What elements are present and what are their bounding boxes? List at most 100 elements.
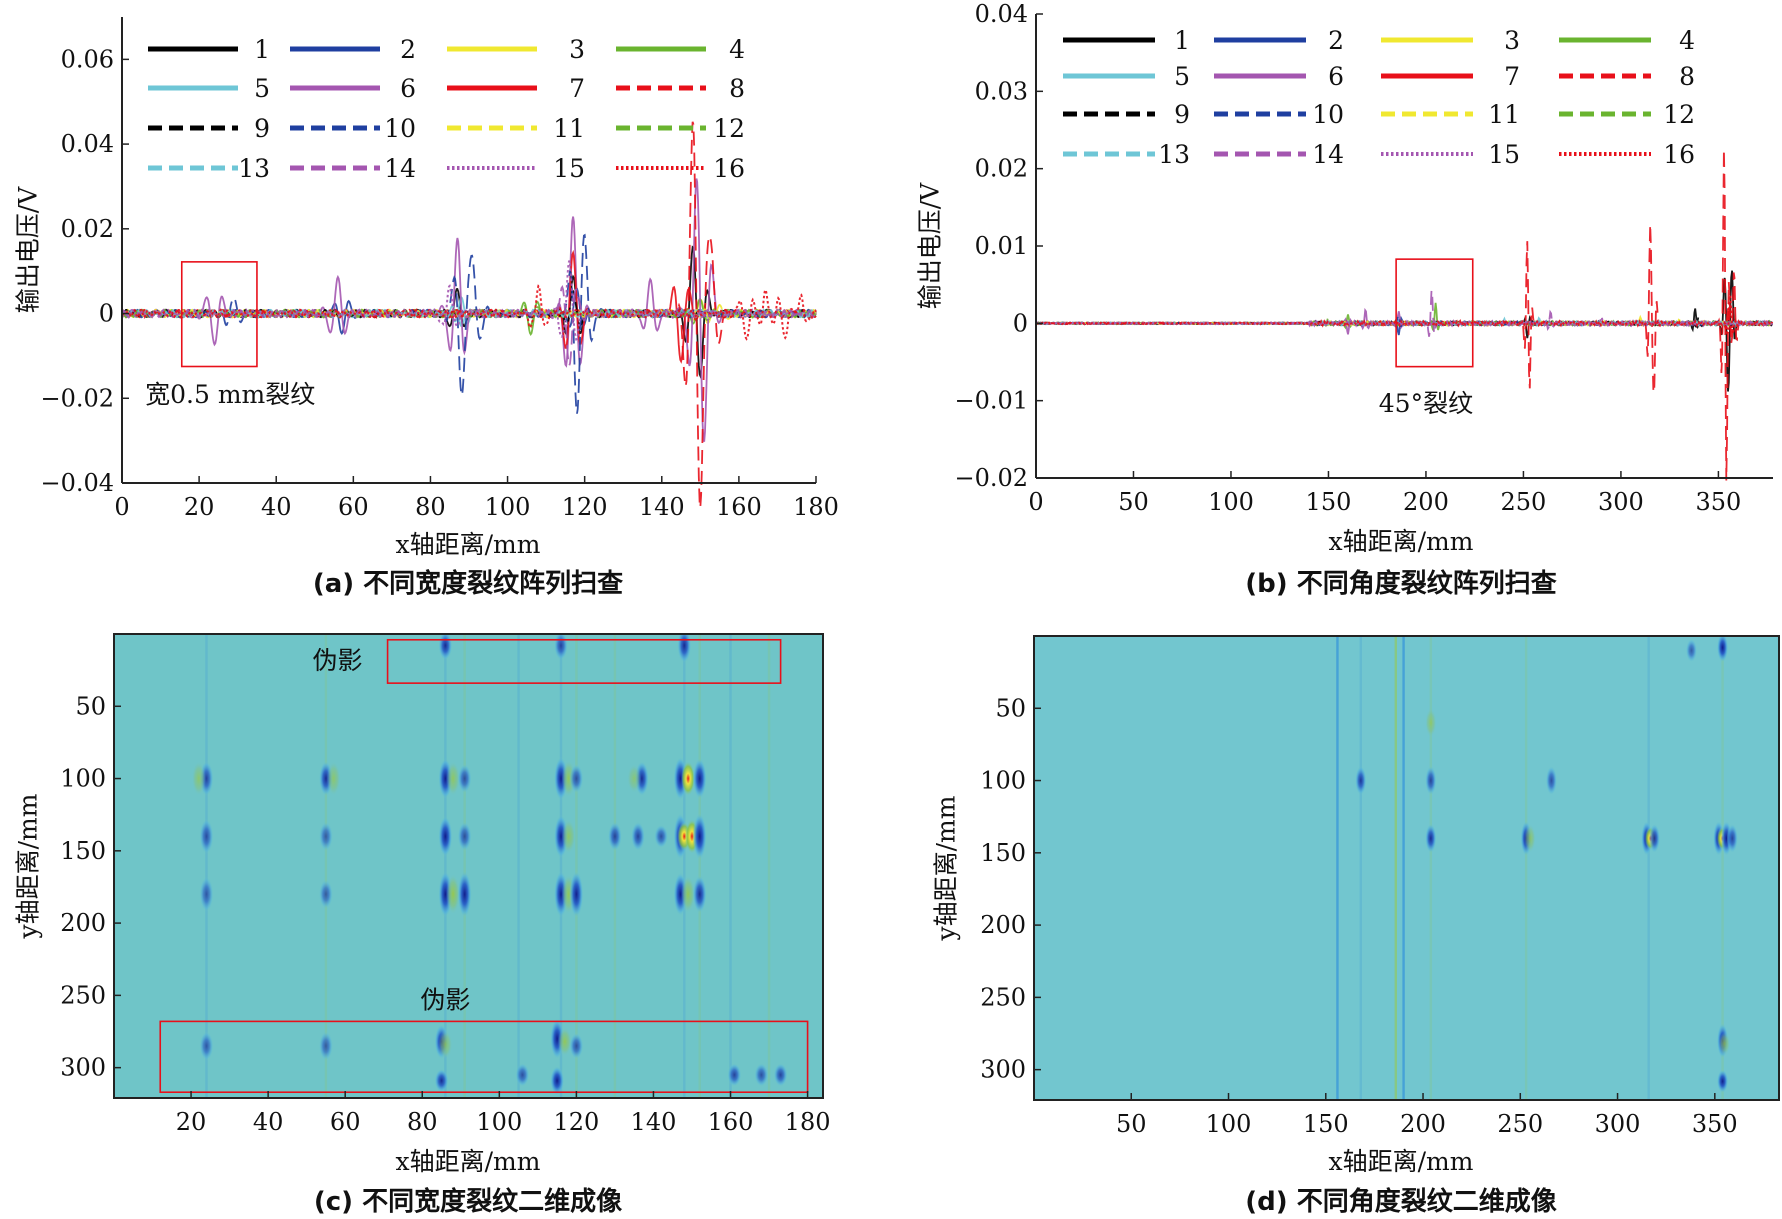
legend-label-8: 8	[729, 74, 745, 103]
heatmap-blob	[654, 824, 669, 848]
y-tick-label: 0.02	[61, 215, 114, 243]
y-tick-label: 0.04	[975, 0, 1028, 28]
heatmap-area	[114, 634, 823, 1098]
x-tick-label: 0	[114, 493, 129, 521]
heatmap-blob	[1716, 1069, 1729, 1093]
annotation-label: 45°裂纹	[1379, 389, 1473, 418]
heatmap-blob	[438, 1030, 453, 1059]
annotation-box	[386, 638, 782, 684]
legend-label-14: 14	[384, 154, 416, 183]
heatmap-blob	[550, 1066, 565, 1096]
legend-label-16: 16	[713, 154, 745, 183]
heatmap-blob	[1425, 823, 1437, 853]
legend-label-9: 9	[254, 114, 270, 143]
heatmap-stripe	[613, 634, 617, 1098]
x-tick-label: 120	[562, 493, 608, 521]
y-tick-label: 0	[99, 300, 114, 328]
heatmap-blob	[1685, 638, 1698, 663]
x-tick-label: 150	[1306, 488, 1352, 516]
legend-label-5: 5	[1174, 62, 1190, 91]
chart-caption: (a) 不同宽度裂纹阵列扫查	[313, 568, 623, 599]
x-tick-label: 250	[1497, 1110, 1543, 1138]
heatmap-blob	[438, 634, 453, 661]
x-tick-label: 60	[338, 493, 369, 521]
legend-label-16: 16	[1663, 140, 1695, 169]
legend-label-11: 11	[553, 114, 585, 143]
heatmap-blob	[434, 1069, 449, 1093]
y-tick-label: 300	[980, 1056, 1026, 1084]
heatmap-stripe	[559, 634, 563, 1098]
annotation-label: 伪影	[420, 986, 470, 1015]
y-tick-label: 50	[75, 692, 106, 720]
legend-label-3: 3	[1504, 26, 1520, 55]
series-line-1	[1036, 270, 1773, 392]
chart-caption: (c) 不同宽度裂纹二维成像	[314, 1186, 623, 1217]
series-line-16	[1035, 294, 1774, 335]
y-tick-label: −0.02	[40, 384, 114, 412]
heatmap-stripe	[517, 634, 520, 1098]
legend-label-8: 8	[1679, 62, 1695, 91]
heatmap-blob	[681, 875, 696, 913]
heatmap-stripe	[1359, 636, 1362, 1100]
legend-label-1: 1	[1174, 26, 1190, 55]
y-tick-label: 250	[980, 983, 1026, 1011]
x-tick-label: 50	[1116, 1110, 1147, 1138]
legend-label-7: 7	[569, 74, 585, 103]
heatmap-blob	[1524, 823, 1536, 853]
x-tick-label: 140	[639, 493, 685, 521]
y-tick-label: 150	[60, 837, 106, 865]
heatmap-blob	[557, 1027, 572, 1057]
heatmap-area	[1034, 636, 1779, 1100]
heatmap-blob	[561, 819, 576, 854]
x-tick-label: 350	[1692, 1110, 1738, 1138]
x-tick-label: 20	[184, 493, 215, 521]
heatmap-blob	[692, 813, 707, 860]
legend-label-11: 11	[1488, 100, 1520, 129]
heatmap-stripe	[1524, 636, 1528, 1100]
x-tick-label: 160	[716, 493, 762, 521]
x-tick-label: 120	[553, 1108, 599, 1136]
x-tick-label: 80	[415, 493, 446, 521]
heatmap-blob	[754, 1063, 769, 1087]
heatmap-stripe	[463, 634, 466, 1098]
x-tick-label: 0	[1028, 488, 1043, 516]
x-tick-label: 40	[253, 1108, 284, 1136]
heatmap-blob	[199, 1031, 214, 1061]
y-tick-label: 200	[980, 911, 1026, 939]
heatmap-blob	[446, 873, 461, 915]
heatmap-blob	[515, 1063, 530, 1087]
x-tick-label: 250	[1501, 488, 1547, 516]
heatmap-stripe	[683, 634, 686, 1098]
legend-label-2: 2	[1328, 26, 1344, 55]
legend-label-5: 5	[254, 74, 270, 103]
x-tick-label: 80	[407, 1108, 438, 1136]
legend-label-4: 4	[1679, 26, 1695, 55]
heatmap-blob	[318, 1031, 333, 1061]
heatmap-blob	[692, 875, 707, 913]
heatmap-blob	[446, 761, 461, 796]
heatmap-blob	[1718, 1032, 1731, 1056]
heatmap-stripe	[1394, 636, 1398, 1100]
annotation-label: 宽0.5 mm裂纹	[145, 380, 315, 409]
heatmap-cells	[191, 634, 788, 1098]
x-tick-label: 200	[1403, 488, 1449, 516]
annotation-box	[159, 1020, 809, 1094]
legend-label-13: 13	[1158, 140, 1190, 169]
heatmap-stripe	[205, 634, 208, 1098]
y-tick-label: 50	[995, 694, 1026, 722]
series-line-11	[1035, 318, 1773, 328]
heatmap-blob	[1355, 766, 1367, 796]
x-axis-label: x轴距离/mm	[1329, 527, 1474, 556]
y-tick-label: 0.06	[61, 45, 114, 73]
heatmap-stripe	[324, 634, 328, 1098]
heatmap-blob	[727, 1063, 742, 1087]
legend-label-3: 3	[569, 35, 585, 64]
x-tick-label: 20	[176, 1108, 207, 1136]
y-tick-label: 150	[980, 839, 1026, 867]
y-tick-label: −0.02	[954, 464, 1028, 492]
heatmap-blob	[692, 758, 707, 799]
legend-label-6: 6	[400, 74, 416, 103]
